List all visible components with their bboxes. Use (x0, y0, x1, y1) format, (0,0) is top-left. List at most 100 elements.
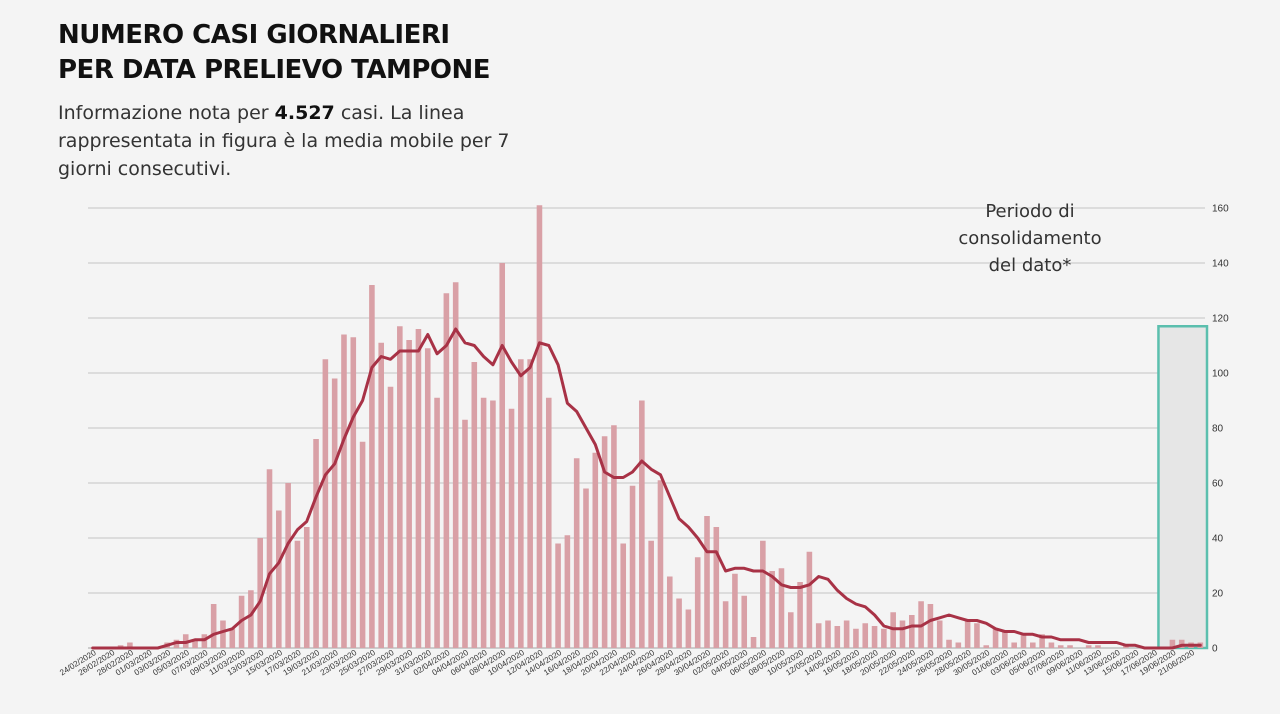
bar (555, 543, 561, 648)
consolidation-period (1157, 325, 1209, 650)
y-tick-label: 60 (1212, 479, 1224, 490)
bar (946, 639, 952, 648)
bar (369, 285, 375, 648)
bar (871, 626, 878, 648)
bar (573, 458, 580, 648)
bar (257, 538, 263, 648)
bar (536, 205, 543, 648)
bar (694, 557, 701, 648)
moving-average-series (91, 327, 1202, 650)
bar (908, 615, 915, 648)
bar (276, 510, 282, 648)
bar (769, 571, 775, 648)
y-tick-label: 120 (1212, 314, 1229, 325)
chart-subtitle: Informazione nota per 4.527 casi. La lin… (58, 99, 528, 183)
bar (443, 293, 450, 648)
bar (1020, 634, 1027, 648)
bar (490, 400, 496, 648)
bar (220, 620, 226, 648)
subtitle-suffix: casi. La linea rappresentata in figura è… (58, 102, 510, 180)
bar (1067, 645, 1073, 648)
bar (936, 620, 943, 648)
bar (741, 595, 748, 648)
y-tick-label: 140 (1212, 259, 1229, 270)
bar (508, 408, 515, 648)
moving-average-line (91, 327, 1202, 650)
bar (797, 582, 803, 648)
bar (1057, 645, 1064, 648)
bar (639, 400, 645, 648)
note-line-3: del dato* (988, 255, 1072, 276)
known-cases-count: 4.527 (274, 102, 335, 124)
bar (787, 612, 794, 648)
bar (294, 540, 301, 648)
bar (127, 642, 133, 648)
bar (974, 623, 980, 648)
y-axis-ticks: 0 20 40 60 80 100 120 140 160 (1212, 204, 1229, 655)
bar (806, 551, 813, 648)
bar (927, 604, 934, 648)
bar (983, 645, 990, 648)
bar (452, 282, 459, 648)
y-tick-label: 20 (1212, 589, 1224, 600)
bar (210, 604, 217, 648)
bar (843, 620, 850, 648)
y-tick-label: 0 (1212, 644, 1218, 655)
bar (881, 628, 887, 648)
consolidation-box (1157, 325, 1209, 650)
bar (704, 516, 710, 648)
bar (815, 623, 822, 648)
bar (341, 334, 347, 648)
bar-series (117, 205, 1204, 648)
y-tick-label: 40 (1212, 534, 1224, 545)
title-line-1: NUMERO CASI GIORNALIERI (58, 20, 450, 50)
bar (527, 359, 533, 648)
bar (834, 626, 841, 648)
bar (778, 568, 785, 648)
bar (397, 326, 403, 648)
bar (648, 540, 654, 648)
bar (462, 419, 468, 648)
bar (266, 469, 273, 648)
title-line-2: PER DATA PRELIEVO TAMPONE (58, 55, 491, 85)
bar (248, 590, 254, 648)
bar (713, 527, 720, 648)
bar (722, 601, 729, 648)
bar (1169, 639, 1176, 648)
bar (192, 639, 198, 648)
bar (1030, 642, 1036, 648)
bar (285, 483, 291, 648)
bar (229, 628, 236, 648)
chart-title: NUMERO CASI GIORNALIERI PER DATA PRELIEV… (58, 18, 491, 88)
bar (499, 263, 506, 648)
bar (564, 535, 571, 648)
bar (518, 359, 524, 648)
y-tick-label: 100 (1212, 369, 1229, 380)
bar (611, 425, 617, 648)
bar (545, 397, 552, 648)
bar (331, 378, 338, 648)
consolidation-note: Periodo di consolidamento del dato* (930, 198, 1130, 279)
bar (899, 620, 906, 648)
bar (666, 576, 673, 648)
bar (592, 452, 599, 648)
bar (629, 485, 636, 648)
bar (415, 329, 422, 648)
bar (992, 628, 999, 648)
bar (862, 623, 869, 648)
bar (825, 620, 831, 648)
bar (303, 527, 310, 648)
bar (964, 620, 971, 648)
bar (1011, 642, 1017, 648)
bar (620, 543, 627, 648)
bar (1095, 645, 1101, 648)
bar (685, 609, 692, 648)
bar (480, 397, 487, 648)
bar (359, 441, 366, 648)
subtitle-prefix: Informazione nota per (58, 102, 269, 124)
bar (601, 436, 608, 648)
bar (1085, 645, 1092, 648)
bar (1048, 642, 1055, 648)
note-line-1: Periodo di (985, 201, 1075, 222)
